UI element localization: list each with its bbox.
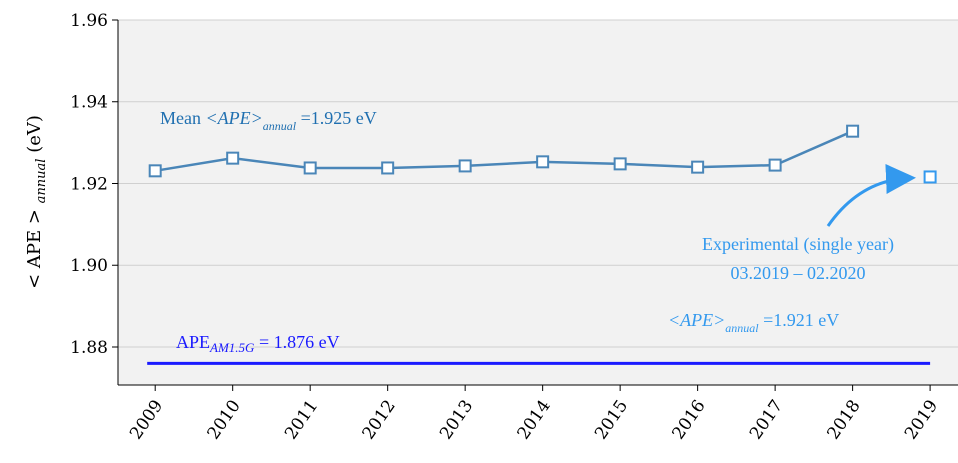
x-tick-label: 2016 xyxy=(669,396,710,443)
x-tick-label: 2015 xyxy=(591,396,632,443)
ann-part: Mean xyxy=(160,108,205,128)
reference-annotation: APEAM1.5G = 1.876 eV xyxy=(176,332,340,355)
point-marker xyxy=(381,161,395,175)
x-tick-label: 2012 xyxy=(359,396,400,443)
ann-part: <APE> xyxy=(668,310,725,330)
experimental-annotation: Experimental (single year) xyxy=(702,234,894,255)
point-marker xyxy=(148,164,162,178)
y-tick-label: 1.96 xyxy=(70,11,108,31)
ann-sub: AM1.5G xyxy=(209,340,255,355)
point-marker xyxy=(613,157,627,171)
point-marker xyxy=(768,158,782,172)
y-tick-label: 1.88 xyxy=(70,338,108,358)
x-tick-label: 2018 xyxy=(824,396,865,443)
series-line xyxy=(154,130,854,173)
y-label-part: < APE > xyxy=(24,203,45,289)
x-tick-label: 2011 xyxy=(281,396,322,443)
ann-part: =1.921 eV xyxy=(759,310,840,330)
x-tick-label: 2014 xyxy=(514,396,555,443)
x-tick-label: 2017 xyxy=(746,396,787,443)
experimental-mean: <APE>annual =1.921 eV xyxy=(668,310,839,335)
ann-part: APE xyxy=(176,332,210,352)
ann-sub: annual xyxy=(263,119,297,133)
plot-area xyxy=(118,20,958,385)
y-tick-label: 1.94 xyxy=(70,93,108,113)
point-marker xyxy=(226,151,240,165)
ann-part: = 1.876 eV xyxy=(254,332,339,352)
point-marker xyxy=(923,170,937,184)
ann-part: =1.925 eV xyxy=(296,108,377,128)
y-axis-label: < APE > annual (eV) xyxy=(24,115,49,289)
y-tick-label: 1.90 xyxy=(70,256,108,276)
y-tick-label: 1.92 xyxy=(70,174,108,194)
ann-sub: annual xyxy=(725,321,759,335)
x-tick-label: 2009 xyxy=(126,396,167,443)
x-tick-label: 2010 xyxy=(204,396,245,443)
arrow xyxy=(826,163,916,227)
x-tick-label: 2019 xyxy=(901,396,942,443)
x-tick-label: 2013 xyxy=(436,396,477,443)
point-marker xyxy=(458,159,472,173)
point-marker xyxy=(691,160,705,174)
mean-annotation: Mean <APE>annual =1.925 eV xyxy=(160,108,377,133)
point-marker xyxy=(536,155,550,169)
point-marker xyxy=(303,161,317,175)
experimental-annotation: 03.2019 – 02.2020 xyxy=(731,263,866,283)
point-marker xyxy=(846,124,860,138)
y-label-sub: annual xyxy=(34,159,49,204)
ann-part: <APE> xyxy=(205,108,262,128)
y-label-part: (eV) xyxy=(24,115,45,158)
